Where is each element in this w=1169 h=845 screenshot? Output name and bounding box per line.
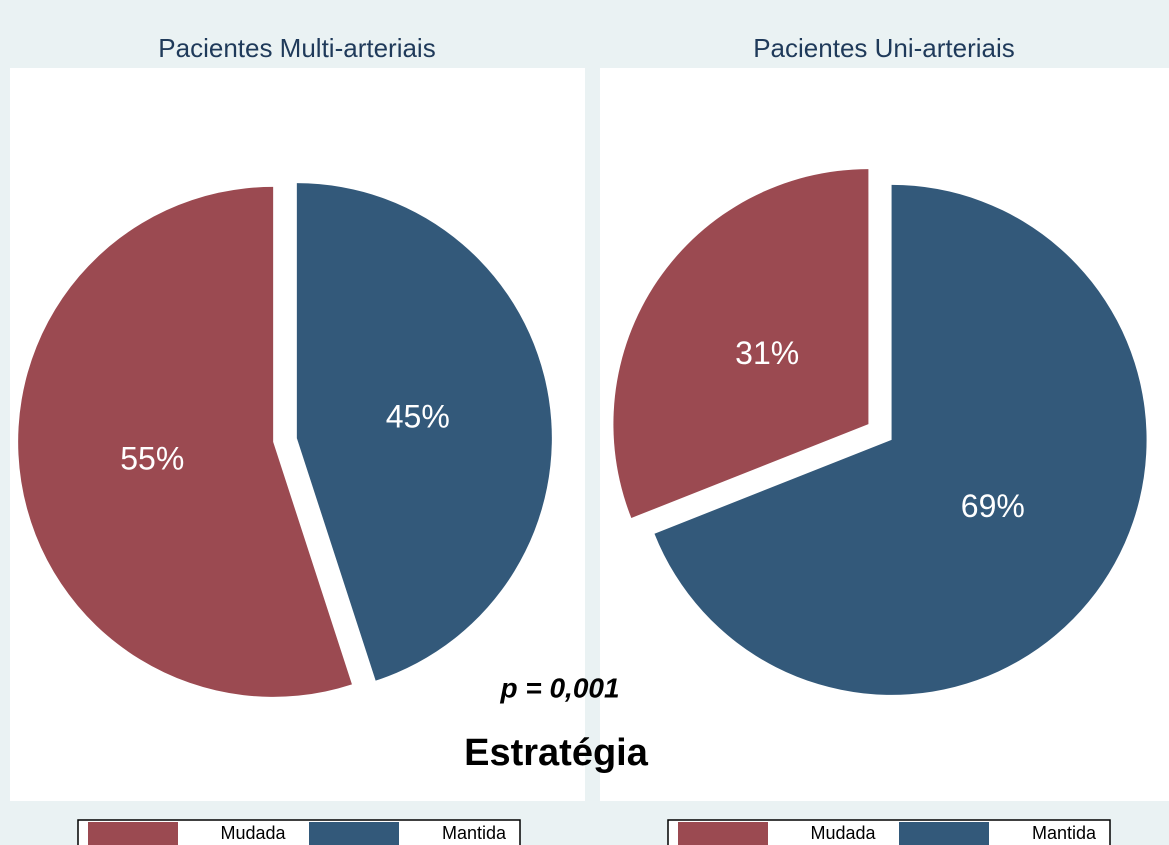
chart-title: Pacientes Uni-arteriais [753,33,1015,63]
legend-swatch [899,822,989,845]
legend-label: Mudada [810,823,876,843]
data-label: 31% [735,335,799,371]
legend-label: Mantida [442,823,507,843]
legend-label: Mudada [220,823,286,843]
legend-swatch [88,822,178,845]
legend-label: Mantida [1032,823,1097,843]
pie-slice [296,183,552,681]
pie-slice [654,184,1147,695]
legend-swatch [309,822,399,845]
data-label: 45% [386,398,450,434]
caption: Estratégia [464,732,649,774]
legend-swatch [678,822,768,845]
pie-slice [613,169,869,519]
chart-title: Pacientes Multi-arteriais [158,33,435,63]
data-label: 55% [120,440,184,476]
annotation: p = 0,001 [499,672,619,703]
data-label: 69% [961,488,1025,524]
pie-slice [18,186,352,697]
